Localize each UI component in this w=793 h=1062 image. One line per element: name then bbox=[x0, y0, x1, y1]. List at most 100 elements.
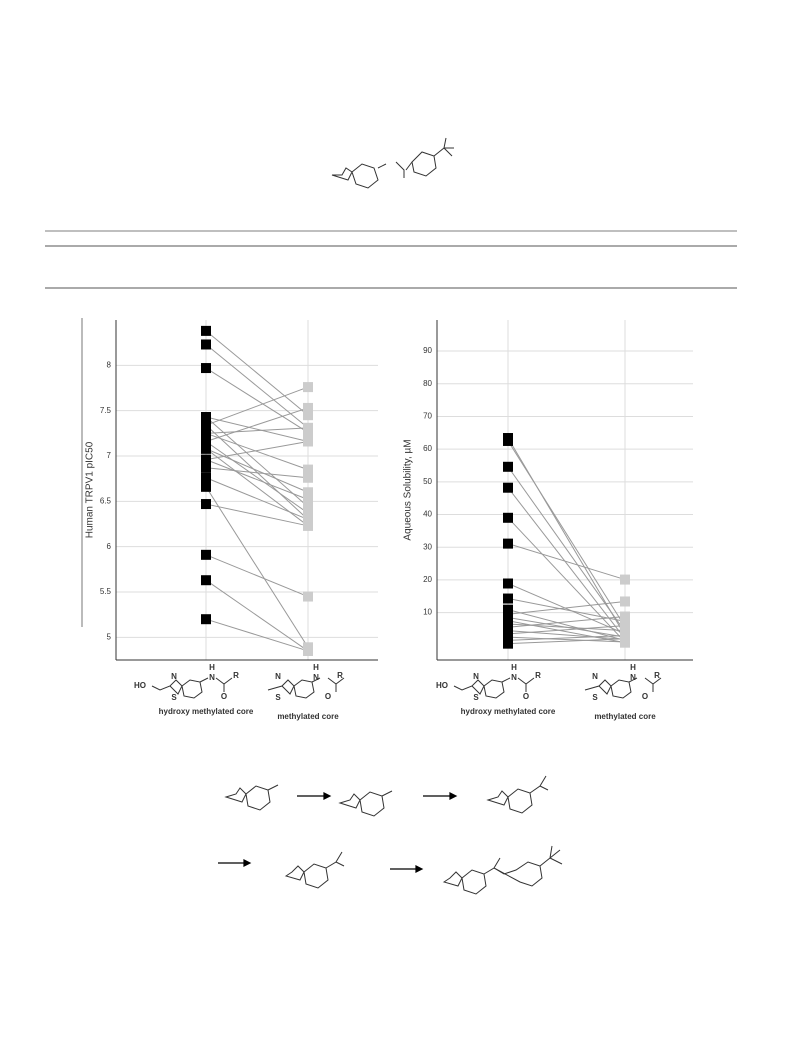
core-structure bbox=[151, 677, 233, 699]
y-tick-label: 6.5 bbox=[100, 496, 112, 505]
atom-label: N bbox=[171, 672, 177, 681]
data-point bbox=[503, 482, 513, 493]
pair-line bbox=[205, 486, 309, 648]
x-category-label: methylated core bbox=[594, 712, 656, 721]
core-structure bbox=[453, 677, 535, 699]
data-point bbox=[503, 512, 513, 523]
pair-line bbox=[507, 517, 626, 643]
data-point bbox=[503, 593, 513, 604]
atom-label: N bbox=[209, 673, 215, 682]
structure-ring bbox=[483, 677, 535, 699]
pair-line bbox=[507, 440, 626, 627]
data-point bbox=[303, 494, 313, 505]
pair-line bbox=[205, 344, 309, 429]
atom-label: S bbox=[275, 693, 281, 702]
pair-line bbox=[205, 441, 309, 461]
y-tick-label: 5.5 bbox=[100, 587, 112, 596]
atom-label: N bbox=[313, 673, 319, 682]
data-point bbox=[303, 487, 313, 498]
data-point bbox=[201, 499, 211, 510]
y-tick-label: 50 bbox=[423, 477, 432, 486]
y-tick-label: 90 bbox=[423, 346, 432, 355]
core-structure bbox=[584, 677, 662, 699]
y-tick-label: 60 bbox=[423, 444, 432, 453]
pair-line bbox=[205, 618, 309, 652]
atom-label: N bbox=[592, 672, 598, 681]
pair-line bbox=[205, 448, 309, 527]
data-point bbox=[620, 620, 630, 631]
data-point bbox=[303, 591, 313, 602]
data-point bbox=[503, 638, 513, 649]
x-category-label: hydroxy methylated core bbox=[159, 707, 254, 716]
pair-line bbox=[205, 407, 309, 442]
data-point bbox=[303, 422, 313, 433]
pair-line bbox=[205, 467, 309, 479]
atom-label: R bbox=[233, 671, 239, 680]
pair-line bbox=[205, 579, 309, 652]
y-tick-label: 7.5 bbox=[100, 406, 112, 415]
atom-label: HO bbox=[436, 681, 448, 690]
data-point bbox=[303, 501, 313, 512]
structure-ring bbox=[293, 677, 345, 699]
pair-line bbox=[205, 330, 309, 416]
data-point bbox=[201, 481, 211, 492]
data-point bbox=[503, 578, 513, 589]
data-point bbox=[201, 420, 211, 431]
y-tick-label: 80 bbox=[423, 379, 432, 388]
y-tick-label: 6 bbox=[107, 542, 112, 551]
atom-label: HO bbox=[134, 681, 146, 690]
pair-line bbox=[507, 638, 626, 645]
data-point bbox=[201, 412, 211, 423]
pair-line bbox=[205, 459, 309, 500]
data-point bbox=[201, 325, 211, 336]
atom-label: O bbox=[523, 692, 529, 701]
structure-bonds bbox=[453, 679, 485, 695]
pair-line bbox=[507, 600, 626, 615]
data-point bbox=[620, 596, 630, 607]
pair-line bbox=[507, 487, 626, 640]
y-tick-label: 10 bbox=[423, 608, 432, 617]
data-point bbox=[201, 428, 211, 439]
scheme-arrows bbox=[218, 792, 458, 873]
x-category-label: methylated core bbox=[277, 712, 339, 721]
atom-label: R bbox=[535, 671, 541, 680]
data-point bbox=[303, 472, 313, 483]
data-point bbox=[503, 435, 513, 446]
data-point bbox=[303, 402, 313, 413]
structure-bonds bbox=[151, 679, 183, 695]
y-axis-label: Aqueous Solubility, µM bbox=[403, 439, 414, 540]
structure-ring bbox=[181, 677, 233, 699]
atom-label: O bbox=[642, 692, 648, 701]
data-point bbox=[201, 443, 211, 454]
pair-line bbox=[205, 427, 309, 434]
data-point bbox=[303, 436, 313, 447]
pair-line bbox=[205, 367, 309, 433]
x-category-label: hydroxy methylated core bbox=[461, 707, 556, 716]
pair-line bbox=[507, 609, 626, 641]
pair-line bbox=[205, 554, 309, 597]
atom-label: S bbox=[171, 693, 177, 702]
pair-line bbox=[205, 477, 309, 520]
atom-label: H bbox=[209, 663, 215, 672]
y-tick-label: 40 bbox=[423, 510, 432, 519]
top-structure bbox=[331, 137, 454, 189]
scheme bbox=[224, 775, 563, 895]
atom-label: H bbox=[313, 663, 319, 672]
pair-line bbox=[507, 634, 626, 641]
atom-label: S bbox=[592, 693, 598, 702]
data-point bbox=[201, 454, 211, 465]
pair-line bbox=[507, 437, 626, 636]
y-axis-label: Human TRPV1 pIC50 bbox=[85, 441, 96, 538]
data-point bbox=[503, 538, 513, 549]
pair-line bbox=[205, 441, 309, 514]
data-point bbox=[303, 410, 313, 421]
table-rules bbox=[45, 230, 737, 627]
data-point bbox=[201, 575, 211, 586]
data-point bbox=[620, 611, 630, 622]
data-point bbox=[201, 462, 211, 473]
data-point bbox=[201, 363, 211, 374]
data-point bbox=[201, 549, 211, 560]
structure-bonds bbox=[584, 679, 612, 695]
